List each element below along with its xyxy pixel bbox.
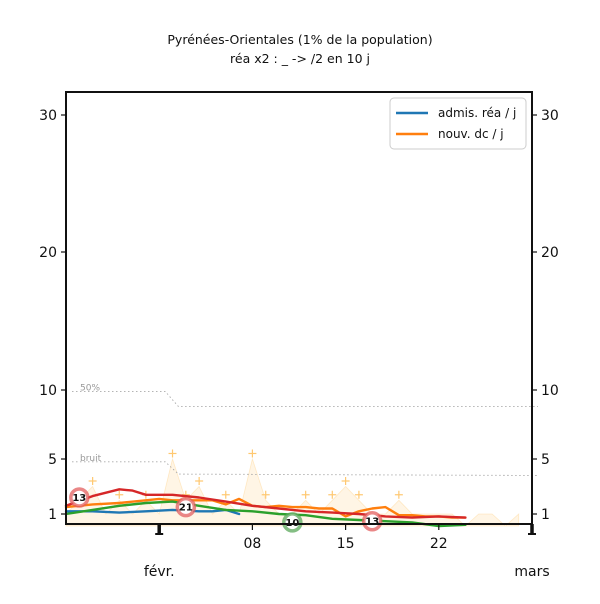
month-label: févr. — [144, 564, 175, 580]
y-tick-label-left: 1 — [48, 507, 57, 523]
raw-data-point — [301, 490, 310, 499]
y-tick-label-left: 30 — [39, 108, 57, 124]
reference-line-bruit — [72, 461, 539, 476]
raw-data-point — [248, 449, 257, 458]
legend-label-admis-rea: admis. réa / j — [438, 106, 516, 120]
x-tick-label: 08 — [243, 536, 261, 552]
value-badge: 10 — [282, 512, 303, 533]
y-tick-label-right: 30 — [541, 108, 559, 124]
raw-data-point — [354, 490, 363, 499]
y-tick-label-right: 5 — [541, 452, 550, 468]
value-badge: 21 — [175, 496, 197, 518]
raw-data-point — [168, 449, 177, 458]
x-tick-label: 15 — [337, 536, 355, 552]
month-label: mars — [514, 564, 549, 580]
chart-title: Pyrénées-Orientales (1% de la population… — [167, 32, 432, 47]
plot-frame — [65, 91, 533, 525]
raw-data-point — [261, 490, 270, 499]
raw-data-point — [394, 490, 403, 499]
raw-data-point — [88, 477, 97, 485]
series-line-1 — [64, 497, 467, 519]
value-badge-ring — [361, 510, 383, 532]
legend-box — [389, 97, 527, 150]
chart-subtitle: réa x2 : _ -> /2 en 10 j — [230, 51, 370, 66]
y-tick-label-left: 10 — [39, 383, 57, 399]
value-badge-ring — [282, 512, 303, 533]
x-tick-label: 22 — [430, 536, 448, 552]
raw-data-point — [221, 490, 230, 499]
value-badge-ring — [69, 487, 90, 508]
reference-label-bruit: bruit — [80, 454, 102, 464]
series-layer — [64, 488, 467, 528]
y-tick-label-right: 1 — [541, 507, 550, 523]
series-line-2 — [64, 500, 467, 528]
raw-data-point — [328, 490, 337, 499]
value-badge-label: 13 — [72, 493, 86, 504]
series-line-3 — [64, 488, 467, 519]
reference-line-50% — [72, 390, 538, 408]
value-badge: 13 — [69, 487, 90, 508]
y-tick-label-left: 20 — [39, 245, 57, 261]
value-badge-label: 21 — [179, 503, 193, 514]
raw-data-point — [115, 490, 124, 499]
raw-data-point — [195, 477, 204, 485]
value-badge-label: 13 — [365, 517, 379, 528]
value-badge: 13 — [361, 510, 383, 532]
reference-lines-layer: 50% bruit — [72, 383, 539, 476]
y-tick-label-right: 10 — [541, 383, 559, 399]
legend-label-nouv-dc: nouv. dc / j — [438, 127, 504, 141]
reference-label-50%: 50% — [80, 383, 100, 393]
legend: admis. réa / j nouv. dc / j — [389, 97, 527, 150]
raw-data-point — [341, 477, 350, 485]
y-tick-label-right: 20 — [541, 245, 559, 261]
y-tick-label-left: 5 — [48, 452, 57, 468]
value-badge-ring — [175, 496, 197, 518]
